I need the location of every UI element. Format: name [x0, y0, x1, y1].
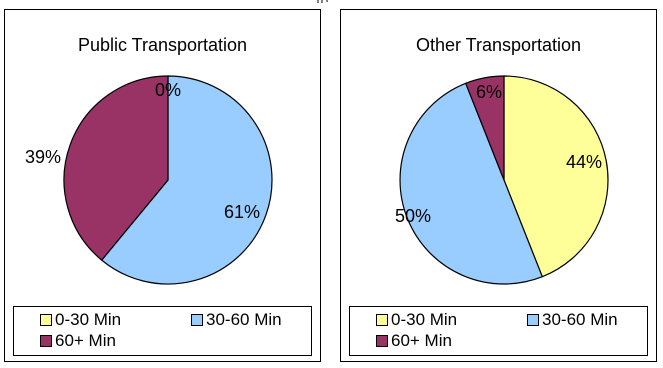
legend-item-60-plus: 60+ Min	[376, 331, 452, 351]
pie-slice-30-60-min	[399, 82, 544, 285]
legend-swatch-60-plus	[376, 335, 388, 347]
chart-panel-public: Public Transportation 0% 61% 39% 0-30 Min …	[4, 9, 321, 362]
legend: 0-30 Min 30-60 Min 60+ Min	[13, 306, 312, 356]
pie-slice-60-min	[464, 75, 505, 181]
pie-slice-30-60-min	[100, 75, 273, 285]
data-label: 39%	[25, 147, 61, 167]
pie-chart-other: 44% 50% 6%	[395, 75, 609, 285]
legend-label: 0-30 Min	[55, 310, 122, 329]
legend-swatch-0-30	[376, 314, 388, 326]
legend-swatch-30-60	[527, 314, 539, 326]
data-label: 50%	[395, 206, 431, 226]
pie-slice-0-30-min	[503, 75, 609, 278]
chart-title: Public Transportation	[77, 35, 248, 55]
legend-swatch-30-60	[191, 314, 203, 326]
legend-label: 60+ Min	[391, 331, 452, 350]
legend-swatch-60-plus	[40, 335, 52, 347]
data-label: 44%	[566, 152, 602, 172]
legend-swatch-0-30	[40, 314, 52, 326]
legend-label: 60+ Min	[55, 331, 116, 350]
legend-label: 30-60 Min	[206, 310, 282, 329]
legend: 0-30 Min 30-60 Min 60+ Min	[349, 306, 648, 356]
top-cropped-text-fragment	[317, 0, 328, 3]
pie-slice-60-min	[63, 75, 169, 261]
legend-label: 30-60 Min	[542, 310, 618, 329]
legend-item-0-30: 0-30 Min	[40, 310, 121, 330]
chart-panel-other: Other Transportation 44% 50% 6% 0-30 Min 3…	[340, 9, 657, 362]
pie-chart-public: 0% 61% 39%	[25, 75, 273, 285]
legend-item-60-plus: 60+ Min	[40, 331, 116, 351]
legend-item-0-30: 0-30 Min	[376, 310, 457, 330]
data-label: 6%	[476, 82, 502, 102]
data-label: 61%	[224, 202, 260, 222]
legend-label: 0-30 Min	[391, 310, 458, 329]
legend-item-30-60: 30-60 Min	[191, 310, 282, 330]
legend-item-30-60: 30-60 Min	[527, 310, 618, 330]
chart-title: Other Transportation	[415, 35, 582, 55]
data-label: 0%	[155, 80, 181, 100]
